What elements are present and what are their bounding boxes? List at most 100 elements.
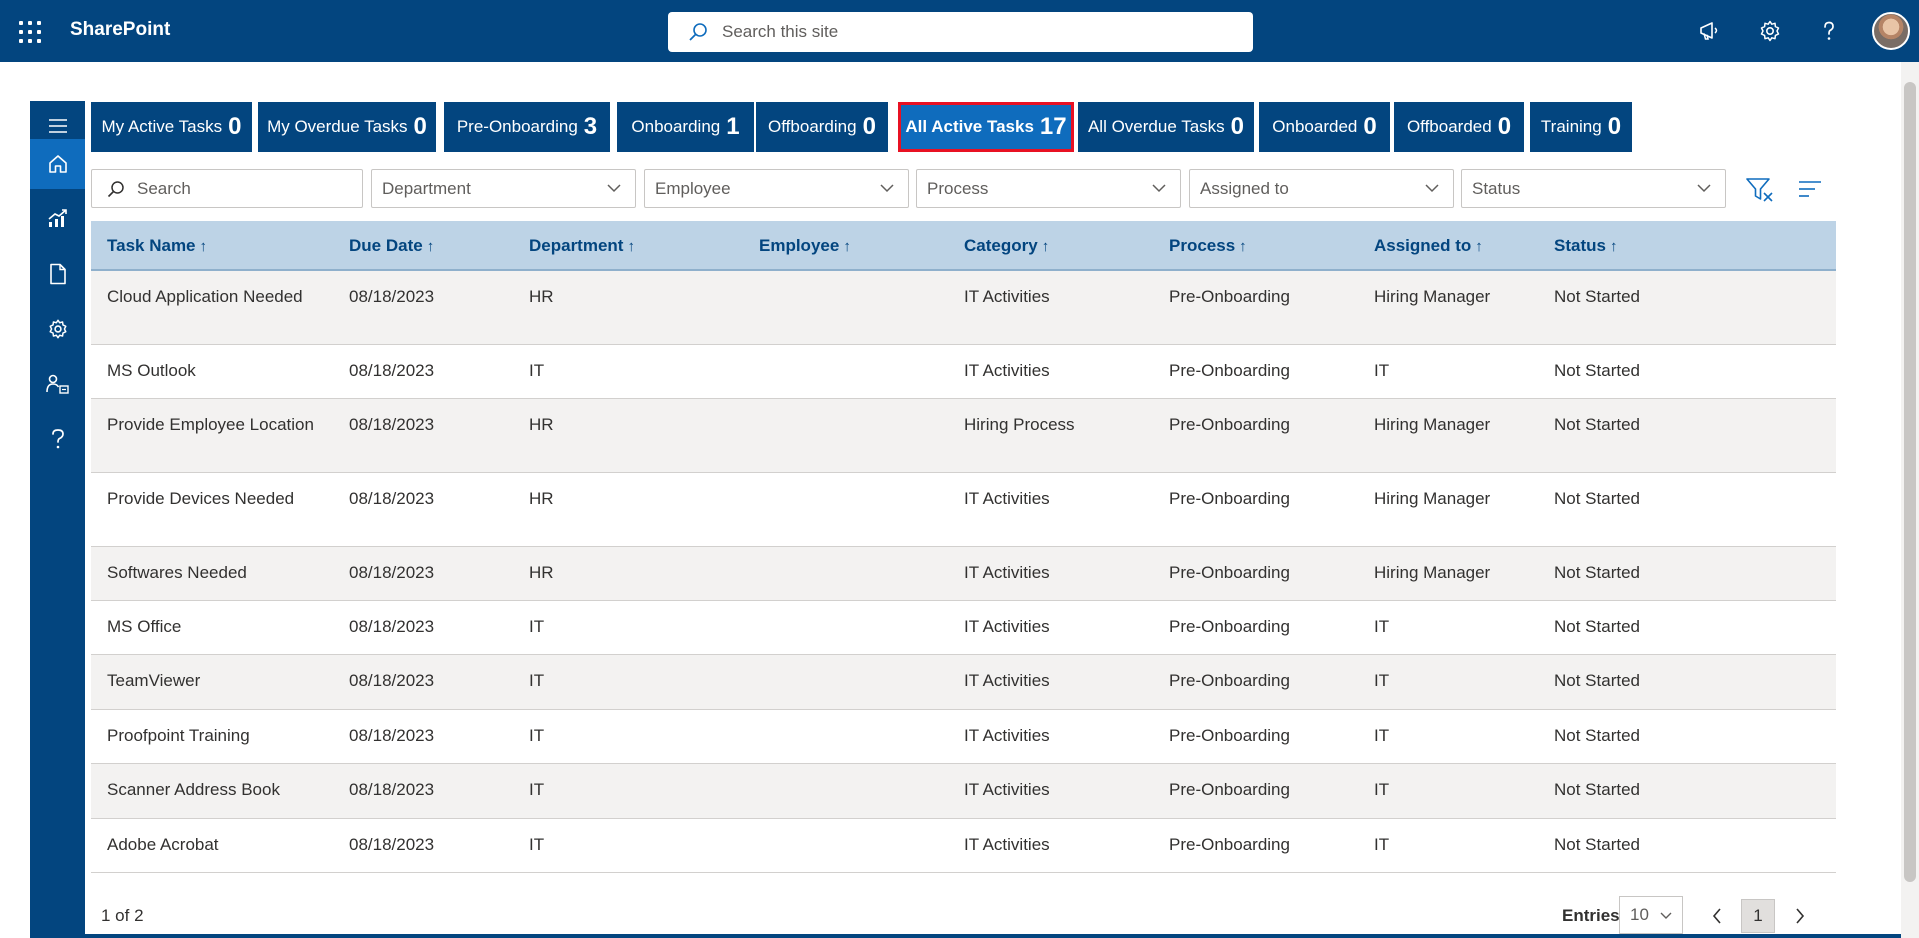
cell-status: Not Started: [1554, 361, 1640, 380]
task-search-input[interactable]: [137, 178, 337, 199]
table-row[interactable]: MS Office 08/18/2023 IT IT Activities Pre-On…: [91, 601, 1836, 655]
tab-label: Offboarding: [768, 117, 857, 136]
cell-process: Pre-Onboarding: [1169, 563, 1290, 582]
page-number-button[interactable]: 1: [1741, 899, 1775, 933]
settings-gear-icon[interactable]: [1758, 19, 1782, 43]
cell-due-date: 08/18/2023: [349, 780, 435, 799]
tab-onboarding[interactable]: Onboarding 1: [617, 102, 754, 152]
column-header-employee[interactable]: Employee ↑: [759, 236, 851, 255]
table-row[interactable]: Adobe Acrobat 08/18/2023 IT IT Activities Pr…: [91, 819, 1836, 873]
tab-pre-onboarding[interactable]: Pre-Onboarding 3: [444, 102, 610, 152]
cell-department: IT: [529, 726, 545, 745]
cell-due-date: 08/18/2023: [349, 287, 435, 306]
site-search-input[interactable]: [722, 22, 1202, 42]
cell-status: Not Started: [1554, 671, 1640, 690]
tab-onboarded[interactable]: Onboarded 0: [1259, 102, 1390, 152]
tab-my-active-tasks[interactable]: My Active Tasks 0: [91, 102, 252, 152]
document-icon[interactable]: [30, 249, 85, 299]
search-icon: [107, 180, 124, 197]
cell-assigned-to: IT: [1374, 835, 1390, 854]
tab-count: 3: [583, 113, 598, 140]
table-row[interactable]: Scanner Address Book 08/18/2023 IT IT Activ…: [91, 764, 1836, 819]
cell-category: IT Activities: [964, 287, 1050, 306]
department-dropdown[interactable]: Department: [371, 169, 636, 208]
cell-category: IT Activities: [964, 671, 1050, 690]
tab-label: Pre-Onboarding: [456, 117, 578, 136]
people-hierarchy-icon[interactable]: [30, 359, 85, 409]
status-dropdown-label: Status: [1472, 178, 1521, 198]
table-row[interactable]: TeamViewer 08/18/2023 IT IT Activities Pre-O…: [91, 655, 1836, 710]
tab-my-overdue-tasks[interactable]: My Overdue Tasks 0: [258, 102, 436, 152]
tab-training[interactable]: Training 0: [1530, 102, 1632, 152]
column-options-icon[interactable]: [1798, 180, 1822, 198]
cell-department: IT: [529, 671, 545, 690]
megaphone-icon[interactable]: [1698, 19, 1722, 43]
cell-department: IT: [529, 361, 545, 380]
help-icon[interactable]: [1817, 19, 1841, 43]
table-row[interactable]: Softwares Needed 08/18/2023 HR IT Activitie…: [91, 547, 1836, 601]
column-header-due-date[interactable]: Due Date ↑: [349, 236, 435, 255]
hamburger-menu-icon[interactable]: [30, 101, 85, 151]
cell-assigned-to: IT: [1374, 726, 1390, 745]
cell-department: HR: [529, 489, 554, 508]
cell-status: Not Started: [1554, 415, 1640, 434]
cell-due-date: 08/18/2023: [349, 835, 435, 854]
status-dropdown[interactable]: Status: [1461, 169, 1726, 208]
process-dropdown[interactable]: Process: [916, 169, 1181, 208]
tab-offboarding[interactable]: Offboarding 0: [756, 102, 888, 152]
app-launcher-icon[interactable]: [19, 21, 41, 43]
cell-task-name: Scanner Address Book: [107, 780, 280, 799]
app-name[interactable]: SharePoint: [70, 19, 171, 40]
cell-category: Hiring Process: [964, 415, 1075, 434]
cell-assigned-to: Hiring Manager: [1374, 287, 1491, 306]
user-avatar[interactable]: [1872, 12, 1910, 50]
entries-dropdown[interactable]: 10: [1619, 896, 1683, 934]
assigned-to-dropdown[interactable]: Assigned to: [1189, 169, 1454, 208]
cell-process: Pre-Onboarding: [1169, 287, 1290, 306]
cell-task-name: Softwares Needed: [107, 563, 247, 582]
tab-count: 0: [1363, 113, 1377, 140]
cell-category: IT Activities: [964, 835, 1050, 854]
chevron-down-icon: [607, 184, 621, 193]
settings-icon[interactable]: [30, 304, 85, 354]
task-search-box[interactable]: [91, 169, 363, 208]
analytics-chart-icon[interactable]: [30, 194, 85, 244]
column-header-task-name[interactable]: Task Name ↑: [107, 236, 208, 255]
column-header-category[interactable]: Category ↑: [964, 236, 1050, 255]
cell-assigned-to: Hiring Manager: [1374, 489, 1491, 508]
chevron-down-icon: [1660, 912, 1672, 919]
table-row[interactable]: MS Outlook 08/18/2023 IT IT Activities Pre-O…: [91, 345, 1836, 399]
column-header-assigned-to[interactable]: Assigned to ↑: [1374, 236, 1483, 255]
table-row[interactable]: Provide Devices Needed 08/18/2023 HR IT Act…: [91, 473, 1836, 547]
left-navigation-rail: [30, 101, 85, 938]
cell-category: IT Activities: [964, 780, 1050, 799]
cell-process: Pre-Onboarding: [1169, 415, 1290, 434]
employee-dropdown[interactable]: Employee: [644, 169, 909, 208]
column-header-department[interactable]: Department ↑: [529, 236, 635, 255]
process-dropdown-label: Process: [927, 178, 989, 198]
cell-category: IT Activities: [964, 617, 1050, 636]
scrollbar-thumb[interactable]: [1904, 82, 1916, 882]
table-row[interactable]: Proofpoint Training 08/18/2023 IT IT Activi…: [91, 710, 1836, 764]
home-icon[interactable]: [30, 139, 85, 189]
cell-task-name: Adobe Acrobat: [107, 835, 219, 854]
tab-count: 1: [726, 113, 740, 140]
next-page-button[interactable]: [1783, 899, 1817, 933]
column-header-process[interactable]: Process ↑: [1169, 236, 1247, 255]
tab-all-active-tasks[interactable]: All Active Tasks 17: [898, 102, 1074, 152]
page-scrollbar[interactable]: [1901, 62, 1919, 938]
site-search-box[interactable]: [668, 12, 1253, 52]
clear-filter-icon[interactable]: [1746, 177, 1774, 203]
help-question-icon[interactable]: [30, 414, 85, 464]
tab-offboarded[interactable]: Offboarded 0: [1394, 102, 1524, 152]
table-row[interactable]: Provide Employee Location 08/18/2023 HR Hir…: [91, 399, 1836, 473]
column-header-status[interactable]: Status ↑: [1554, 236, 1618, 255]
suite-bar: SharePoint: [0, 0, 1919, 62]
cell-department: IT: [529, 617, 545, 636]
tab-all-overdue-tasks[interactable]: All Overdue Tasks 0: [1078, 102, 1254, 152]
cell-assigned-to: IT: [1374, 780, 1390, 799]
table-row[interactable]: Cloud Application Needed 08/18/2023 HR IT A…: [91, 271, 1836, 345]
cell-process: Pre-Onboarding: [1169, 361, 1290, 380]
previous-page-button[interactable]: [1700, 899, 1734, 933]
tab-count: 17: [1039, 113, 1067, 140]
